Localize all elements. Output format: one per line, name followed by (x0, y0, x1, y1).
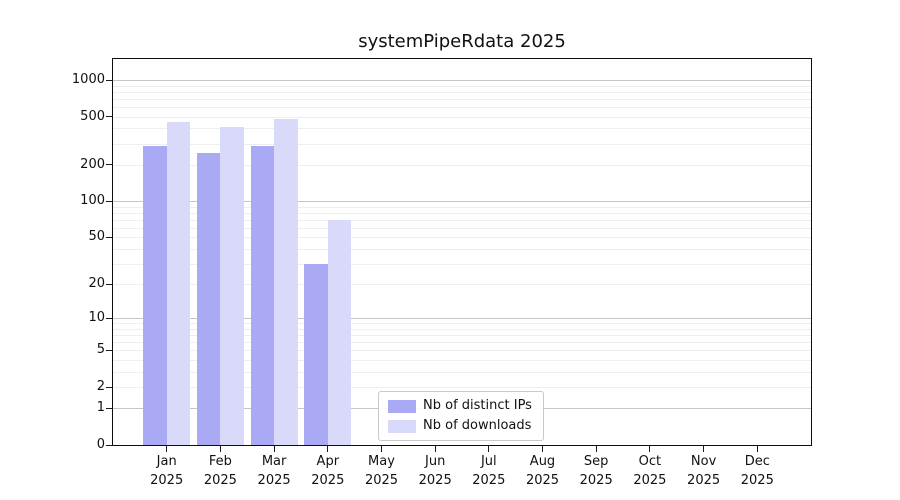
legend-swatch-distinct-ips (388, 400, 416, 413)
y-tick-mark (106, 284, 113, 285)
y-tick-label: 200 (30, 156, 105, 174)
bar-feb-downloads (220, 127, 244, 445)
legend-item-distinct-ips: Nb of distinct IPs (379, 396, 543, 416)
y-tick-mark (106, 408, 113, 409)
y-tick-label: 1000 (30, 71, 105, 89)
legend-item-downloads: Nb of downloads (379, 416, 543, 436)
gridline-minor (113, 144, 811, 145)
legend-label-distinct-ips: Nb of distinct IPs (423, 398, 532, 414)
bar-mar-distinct-ips (251, 146, 275, 445)
gridline-minor (113, 99, 811, 100)
y-tick-label: 100 (30, 192, 105, 210)
bar-jan-downloads (167, 122, 191, 446)
y-tick-label: 5 (30, 341, 105, 359)
y-tick-mark (106, 80, 113, 81)
bar-jan-distinct-ips (143, 146, 167, 445)
legend-label-downloads: Nb of downloads (423, 418, 531, 434)
y-tick-mark (106, 164, 113, 165)
y-tick-mark (106, 116, 113, 117)
y-tick-label: 500 (30, 108, 105, 126)
y-tick-mark (106, 387, 113, 388)
download-stats-chart: systemPipeRdata 2025 0125102050100200500… (0, 0, 900, 500)
bar-mar-downloads (274, 119, 298, 445)
gridline-minor (113, 117, 811, 118)
y-tick-mark (106, 201, 113, 202)
legend: Nb of distinct IPs Nb of downloads (378, 391, 544, 441)
y-tick-label: 20 (30, 275, 105, 293)
x-tick-month: Dec (725, 452, 789, 471)
x-tick-year: 2025 (725, 471, 789, 490)
legend-swatch-downloads (388, 420, 416, 433)
bar-apr-downloads (328, 220, 352, 445)
y-tick-label: 2 (30, 378, 105, 396)
y-tick-label: 0 (30, 436, 105, 454)
gridline-minor (113, 107, 811, 108)
y-tick-mark (106, 350, 113, 351)
gridline-minor (113, 86, 811, 87)
y-tick-label: 1 (30, 399, 105, 417)
y-tick-mark (106, 237, 113, 238)
y-tick-mark (106, 318, 113, 319)
gridline-minor (113, 128, 811, 129)
gridline-minor (113, 92, 811, 93)
y-tick-label: 10 (30, 309, 105, 327)
y-tick-label: 50 (30, 228, 105, 246)
bar-apr-distinct-ips (304, 264, 328, 445)
y-tick-mark (106, 445, 113, 446)
gridline-major (113, 80, 811, 81)
x-tick-label: Dec2025 (725, 452, 789, 490)
bar-feb-distinct-ips (197, 153, 221, 445)
